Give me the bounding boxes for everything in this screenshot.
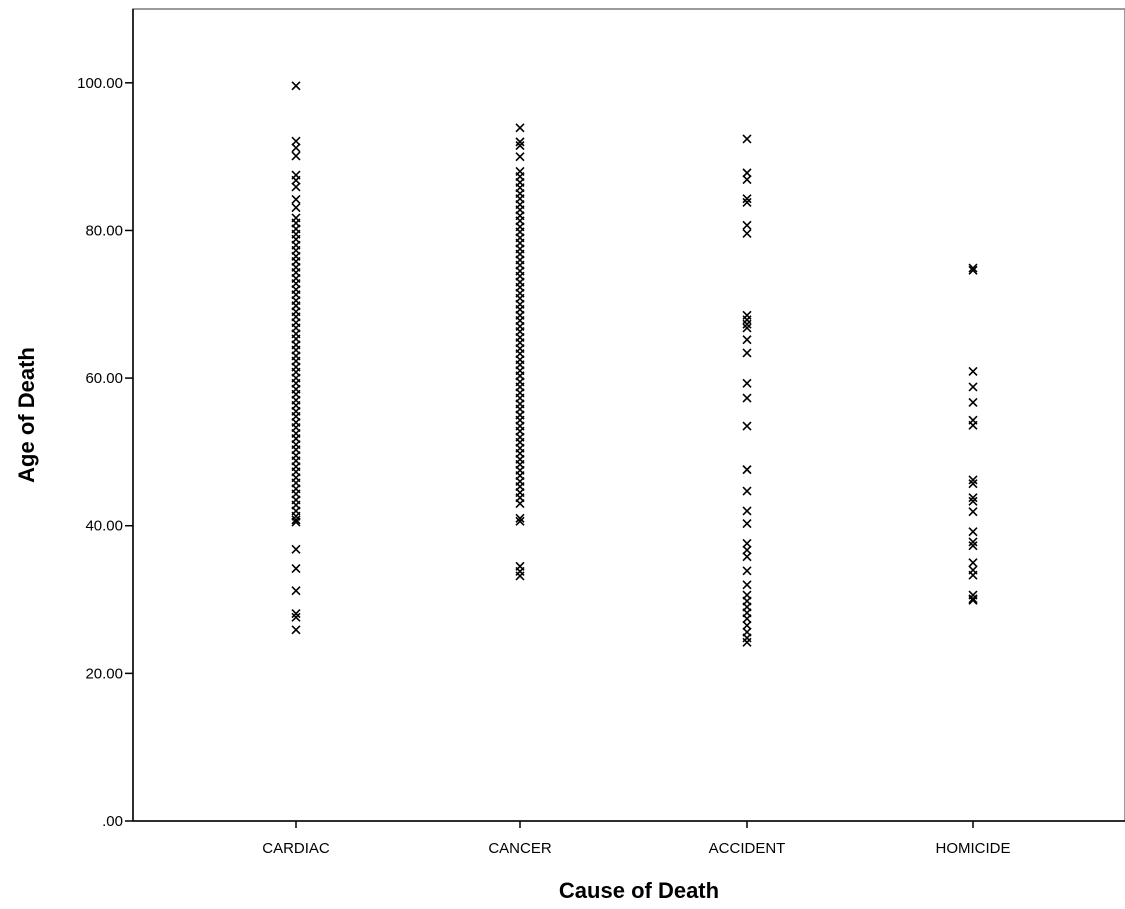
x-tick-label: HOMICIDE bbox=[936, 840, 1011, 857]
data-point-accident bbox=[742, 310, 752, 320]
data-point-accident bbox=[742, 552, 752, 562]
y-tick-label: .00 bbox=[102, 813, 123, 830]
data-point-accident bbox=[742, 465, 752, 475]
data-point-accident bbox=[742, 220, 752, 230]
data-point-accident bbox=[742, 518, 752, 529]
data-point-accident bbox=[742, 194, 752, 204]
x-axis-title: Cause of Death bbox=[559, 878, 719, 903]
x-tick-label: CANCER bbox=[488, 840, 552, 857]
data-point-cardiac bbox=[291, 136, 301, 146]
data-point-cardiac bbox=[291, 194, 301, 205]
data-point-accident bbox=[742, 174, 752, 185]
data-point-cardiac bbox=[291, 517, 301, 527]
data-point-homicide bbox=[968, 537, 978, 547]
data-point-accident bbox=[742, 633, 752, 643]
plot-frame bbox=[132, 8, 1125, 822]
data-point-homicide bbox=[968, 527, 978, 537]
data-point-cardiac bbox=[291, 612, 301, 622]
data-point-homicide bbox=[968, 594, 978, 604]
data-point-accident bbox=[742, 545, 752, 555]
data-point-cancer bbox=[515, 513, 525, 523]
data-point-homicide bbox=[968, 507, 978, 517]
data-point-homicide bbox=[968, 475, 978, 485]
data-point-cardiac bbox=[291, 151, 301, 161]
data-point-accident bbox=[742, 506, 752, 516]
data-point-cancer bbox=[515, 137, 525, 147]
data-point-accident bbox=[742, 580, 752, 590]
data-point-cardiac bbox=[291, 182, 301, 192]
y-tick-label: 80.00 bbox=[85, 222, 123, 239]
data-point-homicide bbox=[968, 558, 978, 568]
data-point-accident bbox=[742, 348, 752, 358]
data-point-homicide bbox=[968, 595, 978, 605]
y-tick-label: 60.00 bbox=[85, 370, 123, 387]
data-point-accident bbox=[742, 323, 752, 333]
y-axis-title: Age of Death bbox=[14, 347, 39, 483]
data-point-cancer bbox=[515, 566, 525, 577]
data-point-cancer bbox=[515, 516, 525, 526]
data-point-homicide bbox=[968, 541, 978, 551]
data-point-accident bbox=[742, 315, 752, 325]
data-point-accident bbox=[742, 319, 752, 329]
data-point-cardiac bbox=[291, 81, 301, 91]
data-point-accident bbox=[742, 197, 752, 207]
data-point-accident bbox=[742, 566, 752, 576]
data-point-homicide bbox=[968, 263, 978, 273]
data-point-accident bbox=[742, 486, 752, 496]
data-point-accident bbox=[742, 378, 752, 388]
data-point-cardiac bbox=[291, 515, 301, 525]
data-point-cancer bbox=[515, 571, 525, 581]
data-point-cancer bbox=[515, 152, 525, 162]
data-point-cardiac bbox=[291, 203, 301, 213]
data-point-homicide bbox=[968, 382, 978, 392]
data-point-accident bbox=[742, 228, 752, 238]
data-point-homicide bbox=[968, 265, 978, 275]
data-point-cardiac bbox=[291, 563, 301, 574]
data-point-homicide bbox=[968, 479, 978, 489]
data-point-homicide bbox=[968, 366, 978, 377]
data-point-accident bbox=[742, 637, 752, 647]
data-point-cardiac bbox=[291, 175, 301, 185]
data-point-homicide bbox=[968, 493, 978, 503]
data-point-cardiac bbox=[291, 143, 301, 153]
data-point-homicide bbox=[968, 496, 978, 506]
data-point-accident bbox=[742, 393, 752, 403]
data-point-accident bbox=[742, 335, 752, 345]
data-point-cardiac bbox=[291, 586, 301, 596]
data-point-cardiac bbox=[291, 544, 301, 554]
x-tick-label: CARDIAC bbox=[262, 840, 330, 857]
data-point-homicide bbox=[968, 420, 978, 430]
data-point-accident bbox=[742, 421, 752, 431]
data-point-accident bbox=[742, 614, 752, 624]
data-point-accident bbox=[742, 620, 752, 630]
data-point-accident bbox=[742, 168, 752, 178]
y-tick-label: 100.00 bbox=[77, 75, 123, 92]
y-tick-label: 20.00 bbox=[85, 665, 123, 682]
data-point-homicide bbox=[968, 570, 978, 580]
data-point-accident bbox=[742, 134, 752, 144]
data-point-accident bbox=[742, 538, 752, 549]
data-point-cardiac bbox=[291, 625, 301, 635]
y-tick-label: 40.00 bbox=[85, 518, 123, 535]
data-point-cancer bbox=[515, 499, 525, 509]
data-point-cancer bbox=[515, 140, 525, 151]
x-tick-label: ACCIDENT bbox=[709, 840, 786, 857]
data-point-cancer bbox=[515, 123, 525, 133]
data-point-cardiac bbox=[291, 609, 301, 619]
data-point-homicide bbox=[968, 397, 978, 408]
